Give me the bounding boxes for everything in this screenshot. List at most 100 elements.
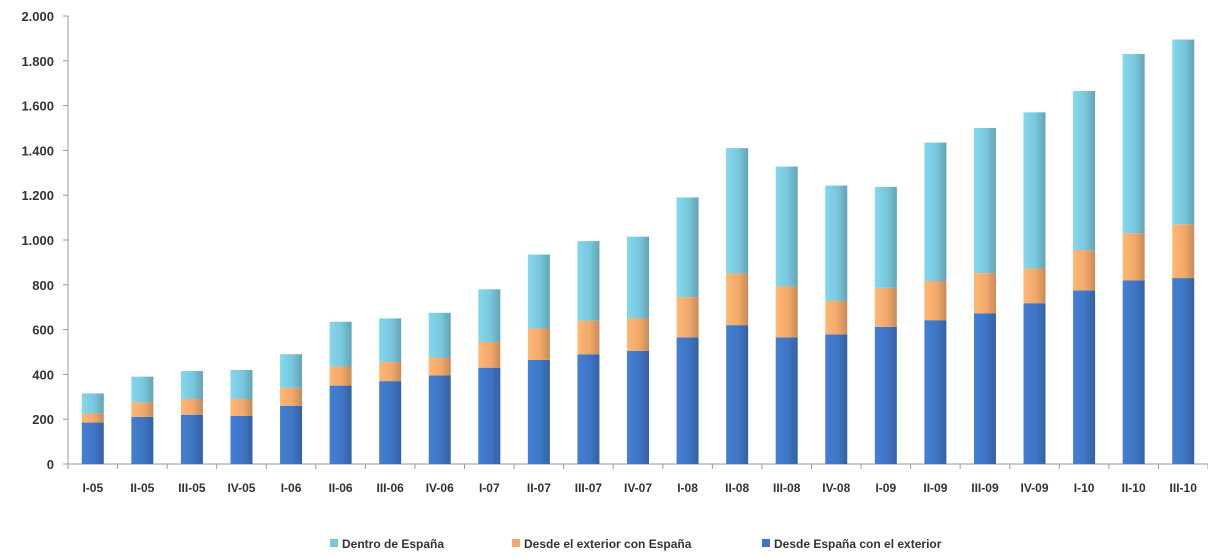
bar-segment — [527, 254, 550, 329]
y-tick-label: 1.000 — [21, 233, 54, 248]
bar-segment — [874, 186, 897, 288]
bar-segment — [924, 320, 947, 464]
bar-segment — [1172, 39, 1195, 225]
x-tick-label: IV-09 — [1021, 481, 1049, 495]
legend-item: Desde el exterior con España — [512, 537, 692, 551]
bar-stack — [973, 128, 996, 464]
bar-segment — [1122, 233, 1145, 281]
bar-segment — [81, 422, 104, 464]
bar-stack — [676, 197, 699, 464]
x-tick-label: III-08 — [773, 481, 801, 495]
y-tick-label: 800 — [32, 278, 54, 293]
bar-segment — [527, 359, 550, 464]
bar-segment — [379, 362, 402, 382]
x-tick-label: I-05 — [82, 481, 103, 495]
bar-stack — [280, 354, 303, 464]
bar-segment — [81, 413, 104, 423]
bar-segment — [1023, 303, 1046, 464]
bar-segment — [874, 326, 897, 464]
x-tick-label: I-08 — [677, 481, 698, 495]
bar-stack — [131, 376, 154, 464]
bar-segment — [924, 142, 947, 281]
bar-segment — [478, 367, 501, 464]
bar-segment — [478, 289, 501, 342]
y-tick-label: 600 — [32, 323, 54, 338]
bar-segment — [230, 415, 253, 464]
x-tick-label: II-09 — [923, 481, 947, 495]
bar-stack — [1023, 112, 1046, 464]
bar-stack — [329, 321, 352, 464]
y-tick-label: 0 — [47, 457, 54, 472]
bar-segment — [775, 337, 798, 464]
x-tick-label: I-07 — [479, 481, 500, 495]
y-tick-label: 200 — [32, 412, 54, 427]
bar-segment — [280, 405, 303, 464]
x-tick-label: II-06 — [329, 481, 353, 495]
y-tick-label: 1.200 — [21, 188, 54, 203]
x-tick-label: IV-08 — [822, 481, 850, 495]
y-tick-label: 1.600 — [21, 99, 54, 114]
y-tick-label: 1.400 — [21, 143, 54, 158]
bar-segment — [775, 286, 798, 338]
bar-segment — [428, 312, 451, 358]
bar-stack — [379, 318, 402, 464]
bar-segment — [280, 387, 303, 406]
legend-label: Dentro de España — [342, 537, 444, 551]
x-tick-label: IV-05 — [227, 481, 255, 495]
bar-segment — [825, 185, 848, 301]
bar-segment — [1073, 290, 1096, 464]
bar-segment — [180, 399, 203, 415]
bar-segment — [577, 241, 600, 321]
bar-segment — [428, 375, 451, 464]
bar-segment — [973, 128, 996, 274]
x-tick-label: I-09 — [875, 481, 896, 495]
bar-segment — [627, 318, 649, 351]
y-tick-label: 2.000 — [21, 9, 54, 24]
bar-stack — [1172, 39, 1195, 464]
bar-stack — [428, 312, 451, 464]
x-tick-label: IV-06 — [426, 481, 454, 495]
bar-segment — [825, 334, 848, 464]
x-tick-label: II-10 — [1122, 481, 1146, 495]
x-tick-label: II-07 — [527, 481, 551, 495]
legend: Dentro de España Desde el exterior con Es… — [330, 537, 942, 551]
bar-stack — [874, 186, 897, 464]
bar-segment — [726, 325, 749, 464]
x-tick-label: III-05 — [178, 481, 206, 495]
y-tick-label: 400 — [32, 367, 54, 382]
bar-segment — [478, 341, 501, 368]
bar-segment — [973, 313, 996, 464]
bar-segment — [577, 320, 600, 355]
bar-segment — [1122, 54, 1145, 234]
bar-segment — [428, 357, 451, 376]
bar-stack — [577, 241, 600, 464]
bar-segment — [131, 402, 154, 417]
x-tick-label: IV-07 — [624, 481, 652, 495]
bar-segment — [131, 376, 154, 403]
bar-segment — [180, 414, 203, 464]
x-tick-label: III-09 — [971, 481, 999, 495]
legend-swatch — [512, 539, 520, 547]
x-axis: I-05 II-05 III-05 IV-05 I-06 II-06 III-06 IV-06… — [67, 463, 1208, 495]
bar-segment — [1073, 250, 1096, 291]
bar-segment — [1073, 91, 1096, 251]
bar-stack — [726, 148, 749, 464]
bar-segment — [1122, 280, 1145, 464]
bar-segment — [1172, 278, 1195, 464]
bar-stack — [478, 289, 501, 464]
bar-stack — [924, 142, 947, 464]
x-tick-label: I-10 — [1074, 481, 1095, 495]
bar-segment — [726, 148, 749, 274]
bar-segment — [280, 354, 303, 388]
x-tick-label: I-06 — [281, 481, 302, 495]
bar-segment — [627, 236, 649, 319]
bar-segment — [329, 366, 352, 386]
bar-segment — [1172, 224, 1195, 279]
y-tick-label: 1.800 — [21, 54, 54, 69]
bar-stack — [627, 236, 649, 464]
bar-stack — [527, 254, 550, 464]
bar-segment — [924, 280, 947, 321]
bar-segment — [1023, 268, 1046, 304]
